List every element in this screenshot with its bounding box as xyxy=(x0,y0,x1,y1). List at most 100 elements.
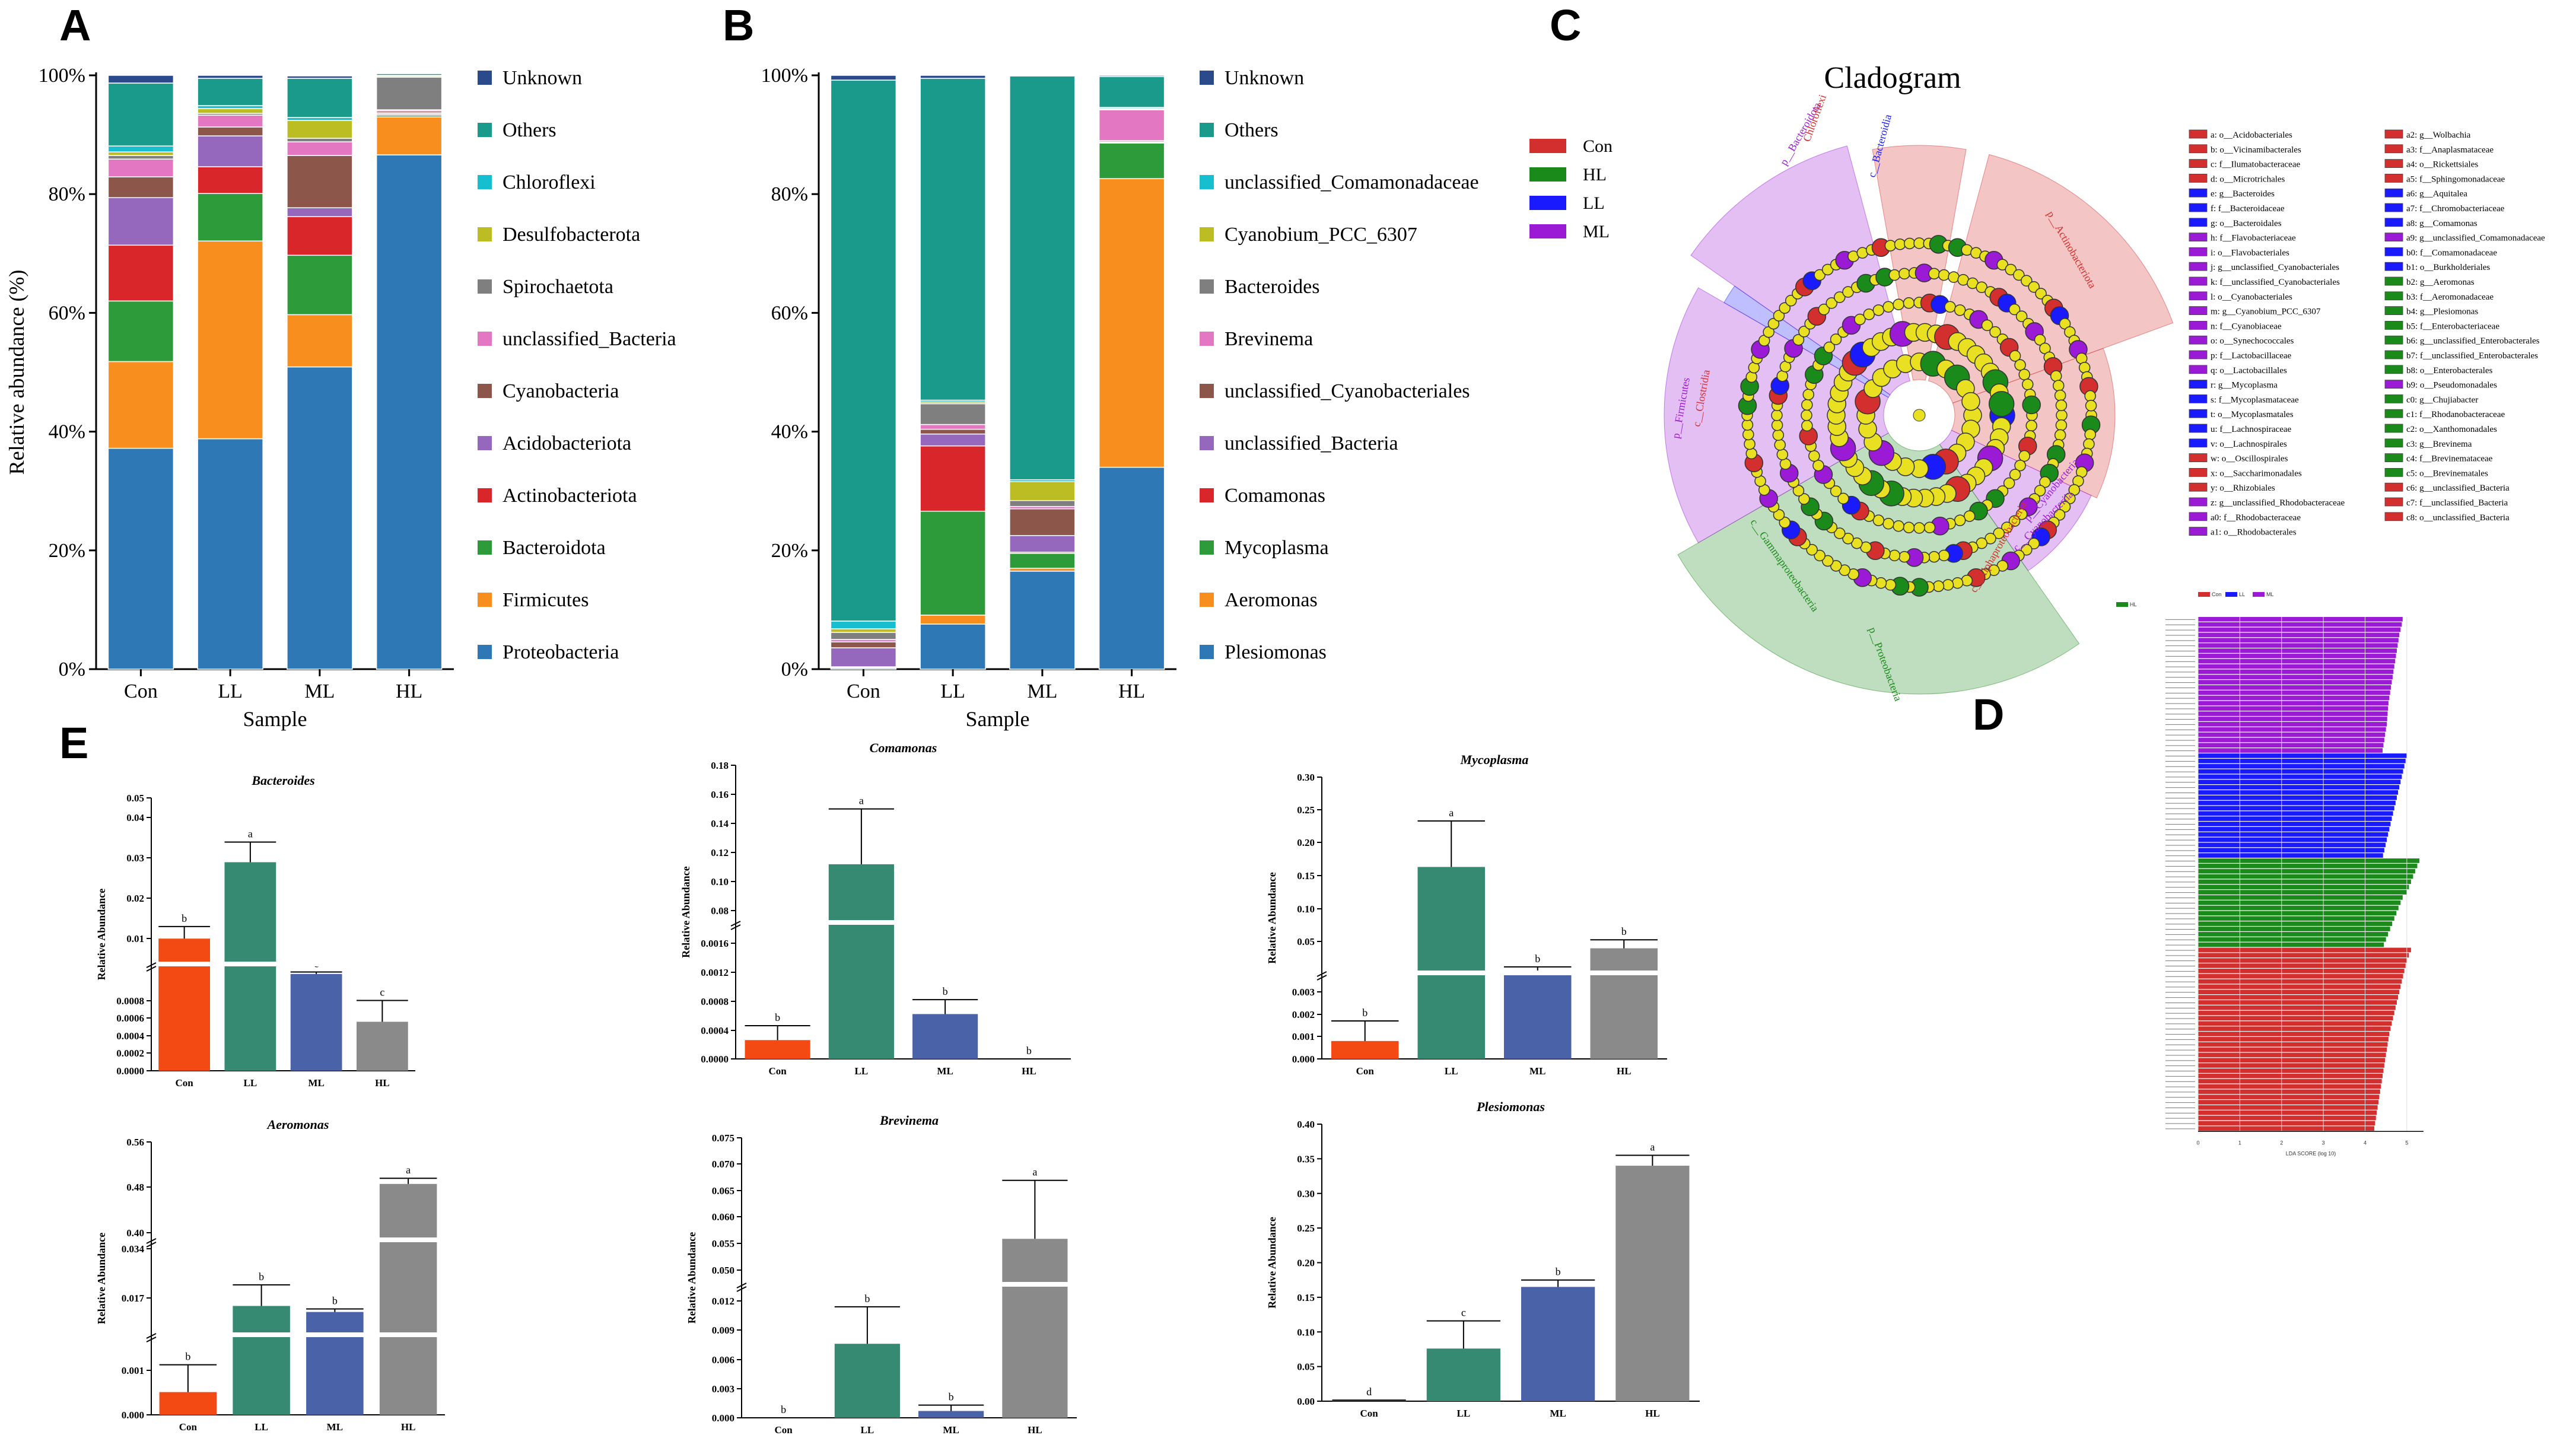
key-label: z: g__unclassified_Rhodobacteraceae xyxy=(2211,498,2345,508)
lda-bar-hl xyxy=(2198,879,2411,884)
key-swatch xyxy=(2189,438,2208,448)
lda-bar-con xyxy=(2198,1063,2384,1068)
axis-break-mark xyxy=(730,924,741,930)
legend-label: Others xyxy=(503,119,556,141)
legend-swatch xyxy=(1200,436,1214,450)
y-tick-label: 0.0004 xyxy=(701,1025,729,1036)
key-swatch xyxy=(2189,468,2208,477)
significance-letter: b xyxy=(1535,953,1540,965)
y-axis-title: Relative Abundance xyxy=(1266,872,1278,964)
y-tick-label: 0.000 xyxy=(712,1412,734,1424)
key-swatch xyxy=(2189,527,2208,536)
key-label: c4: f__Brevinemataceae xyxy=(2406,454,2493,464)
legend-label: ML xyxy=(1583,222,1610,241)
taxon-node xyxy=(2018,368,2030,381)
bar-segment-cyanobium-pcc-6307 xyxy=(1009,481,1076,501)
taxon-node xyxy=(1882,517,1894,530)
y-tick-label: 0.40 xyxy=(126,1227,144,1239)
key-label: a4: o__Rickettsiales xyxy=(2406,160,2478,170)
lda-bar-hl xyxy=(2198,874,2413,879)
lda-tick-label: 0 xyxy=(2196,1140,2199,1146)
lda-tick-label: 5 xyxy=(2405,1140,2408,1146)
bar-segment-spirochaetota xyxy=(107,155,174,160)
taxon-node xyxy=(2055,419,2068,431)
bar-ml xyxy=(306,1312,364,1415)
taxon-node xyxy=(2053,509,2066,521)
taxon-node xyxy=(2085,399,2097,412)
key-swatch xyxy=(2189,409,2208,418)
legend-swatch xyxy=(1200,227,1214,241)
significance-letter: b xyxy=(949,1391,954,1403)
bar-segment-proteobacteria xyxy=(197,438,263,670)
y-tick-label: 0.0012 xyxy=(701,967,729,978)
bar-segment-unknown xyxy=(107,75,174,84)
key-label: s: f__Mycoplasmataceae xyxy=(2211,395,2299,405)
bar-segment-unknown xyxy=(830,75,897,81)
lda-bar-ll xyxy=(2198,832,2389,837)
y-tick-label: 0.0008 xyxy=(701,996,729,1007)
taxon-node xyxy=(1830,333,1842,345)
lda-bar-con xyxy=(2198,1047,2387,1052)
x-tick-label: HL xyxy=(1022,1065,1036,1077)
key-label: a9: g__unclassified_Comamonadaceae xyxy=(2406,234,2545,243)
x-tick-label: HL xyxy=(401,1421,416,1433)
key-label: v: o__Lachnospirales xyxy=(2211,440,2287,449)
significance-letter: b xyxy=(182,912,187,924)
taxon-node xyxy=(1913,522,1925,534)
y-tick-label: 0.20 xyxy=(1297,837,1315,848)
key-label: t: o__Mycoplasmatales xyxy=(2211,410,2294,419)
taxon-node xyxy=(1785,295,1797,307)
legend-swatch xyxy=(478,384,492,398)
y-tick-label: 0.30 xyxy=(1297,1188,1315,1199)
key-label: w: o__Oscillospirales xyxy=(2211,454,2288,464)
taxon-node xyxy=(1772,429,1785,441)
bar-segment-aeromonas xyxy=(920,615,986,625)
lda-bar-con xyxy=(2198,1032,2390,1036)
taxon-node xyxy=(2059,501,2071,513)
taxon-node xyxy=(2025,419,2037,432)
legend-swatch-con xyxy=(1529,139,1566,153)
key-swatch xyxy=(2384,424,2403,433)
taxon-node xyxy=(1773,310,1785,322)
panel-label-d: D xyxy=(1973,690,2004,739)
lda-bar-ll xyxy=(2198,811,2393,816)
bar-segment-bacteroides xyxy=(1009,499,1076,507)
bar-ml xyxy=(1504,971,1572,1059)
panel-label-b: B xyxy=(723,1,754,50)
key-swatch xyxy=(2384,262,2403,271)
bar-segment-plesiomonas xyxy=(1009,571,1076,670)
taxon-node xyxy=(1808,450,1820,462)
taxon-node xyxy=(1976,281,1987,294)
key-swatch xyxy=(2384,276,2403,286)
bar-segment-unclassified-bacteria xyxy=(920,433,986,447)
chart-title: Comamonas xyxy=(870,740,937,755)
y-tick-label: 0.02 xyxy=(126,893,144,904)
bar-segment-firmicutes xyxy=(287,314,353,368)
bar-segment-brevinema xyxy=(920,424,986,430)
taxon-node xyxy=(2005,263,2017,276)
legend-label: Con xyxy=(1583,136,1613,156)
lda-bar-ml xyxy=(2198,658,2396,664)
lda-bar-con xyxy=(2198,1089,2380,1094)
bar-con xyxy=(158,938,211,1071)
bar-segment-acidobacteriota xyxy=(107,197,174,246)
bar-segment-acidobacteriota xyxy=(197,135,263,167)
x-tick-label: Con xyxy=(1360,1408,1379,1419)
legend-label: unclassified_Cyanobacteriales xyxy=(1225,380,1470,402)
key-swatch xyxy=(2189,512,2208,521)
x-tick-label: ML xyxy=(304,680,335,702)
x-tick-label: ML xyxy=(937,1065,953,1077)
bar-segment-aeromonas xyxy=(1098,178,1165,468)
key-label: b5: f__Enterobacteriaceae xyxy=(2406,322,2499,331)
root-node xyxy=(1913,409,1926,422)
bar-ll xyxy=(224,862,276,1071)
legend-label: Desulfobacterota xyxy=(503,224,640,246)
key-label: b3: f__Aeromonadaceae xyxy=(2406,292,2494,302)
key-label: f: f__Bacteroidaceae xyxy=(2211,204,2285,214)
axis-break-mark xyxy=(730,921,741,927)
taxon-node xyxy=(2055,399,2068,412)
lda-bar-ml xyxy=(2198,680,2392,685)
taxon-node xyxy=(1830,485,1842,497)
bar-segment-cyanobacteria xyxy=(197,126,263,136)
bar-segment-desulfobacterota xyxy=(107,151,174,156)
